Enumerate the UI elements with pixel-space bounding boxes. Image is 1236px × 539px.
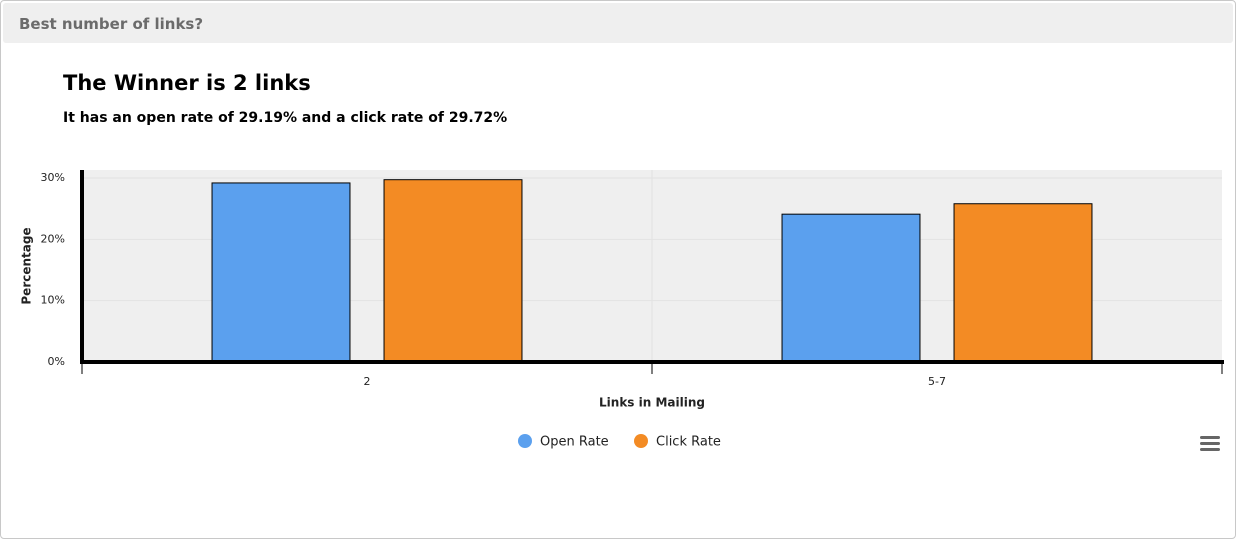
menu-bar[interactable] — [1200, 442, 1220, 445]
y-tick-label: 10% — [41, 294, 65, 307]
x-axis-title: Links in Mailing — [599, 396, 705, 410]
x-tick-label: 2 — [364, 375, 371, 388]
bar — [953, 203, 1093, 363]
legend-label: Click Rate — [656, 435, 721, 450]
winner-title: The Winner is 2 links — [63, 71, 311, 95]
menu-bar[interactable] — [1200, 436, 1220, 439]
bar — [383, 179, 523, 363]
bar — [211, 182, 351, 363]
bar — [781, 213, 921, 363]
menu-bar[interactable] — [1200, 448, 1220, 451]
menu-icon[interactable] — [1200, 436, 1220, 451]
legend-marker — [518, 434, 532, 448]
legend-label: Open Rate — [540, 435, 609, 450]
legend-marker — [634, 434, 648, 448]
y-tick-label: 30% — [41, 171, 65, 184]
panel-title: Best number of links? — [19, 15, 204, 33]
winner-subtitle: It has an open rate of 29.19% and a clic… — [63, 110, 508, 126]
y-tick-label: 20% — [41, 232, 65, 245]
panel-header: Best number of links? — [3, 3, 1233, 43]
y-tick-label: 0% — [48, 355, 65, 368]
y-axis-title: Percentage — [20, 227, 34, 304]
x-tick-label: 5-7 — [928, 375, 946, 388]
